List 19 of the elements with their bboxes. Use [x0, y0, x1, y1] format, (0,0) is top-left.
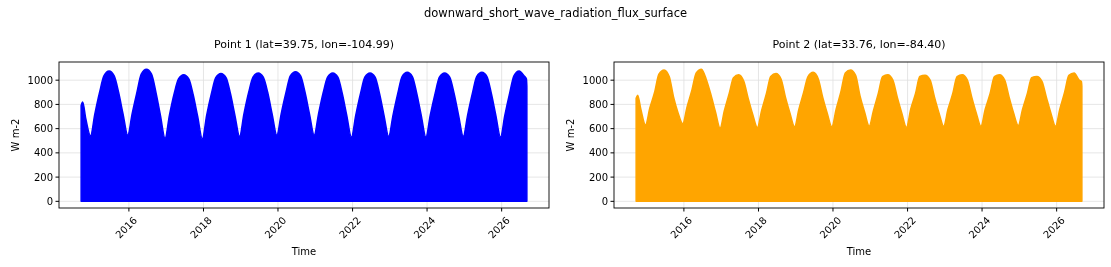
y-axis-title: W m-2: [10, 118, 21, 152]
y-tick-label: 200: [588, 171, 608, 183]
x-axis-title: Time: [290, 246, 317, 257]
y-tick-label: 800: [588, 98, 608, 110]
x-axis-title: Time: [845, 246, 872, 257]
y-tick-label: 400: [33, 147, 53, 159]
text: downward_short_wave_radiation_flux_surface: [423, 6, 688, 20]
y-tick-label: 600: [33, 123, 53, 135]
chart-title: Point 2 (lat=33.76, lon=-84.40): [772, 38, 946, 51]
y-axis-title: W m-2: [565, 118, 576, 152]
y-tick-label: 1000: [582, 74, 608, 86]
y-tick-label: 0: [601, 195, 608, 207]
y-tick-label: 200: [33, 171, 53, 183]
y-tick-label: 600: [588, 123, 608, 135]
y-tick-label: 1000: [27, 74, 53, 86]
chart-title: Point 1 (lat=39.75, lon=-104.99): [213, 38, 395, 51]
y-tick-label: 400: [588, 147, 608, 159]
y-tick-label: 800: [33, 98, 53, 110]
y-tick-label: 0: [46, 195, 53, 207]
